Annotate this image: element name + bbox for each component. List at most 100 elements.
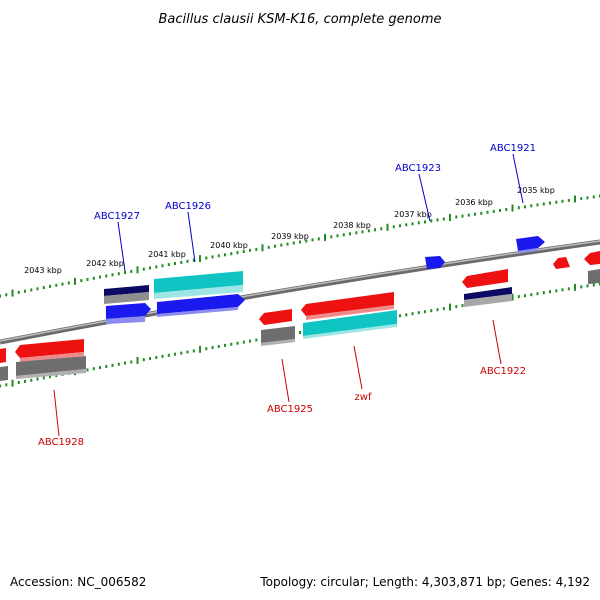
gene-abc1926-cyan-shadow (154, 285, 243, 299)
minor-tick (130, 360, 133, 364)
major-tick (74, 277, 76, 285)
gene-zwf-red-shadow (306, 305, 394, 320)
minor-tick (111, 363, 114, 367)
minor-tick (555, 200, 558, 204)
minor-tick (155, 265, 158, 269)
minor-tick (0, 384, 1, 388)
minor-tick (411, 222, 414, 226)
major-tick (136, 356, 139, 364)
minor-tick (524, 205, 526, 209)
minor-tick (255, 247, 258, 251)
minor-tick (417, 311, 420, 315)
major-tick (11, 379, 14, 387)
major-tick (11, 289, 14, 297)
minor-tick (492, 209, 495, 213)
gene-red-edge (584, 251, 600, 265)
minor-tick (267, 245, 270, 249)
gene-abc1922 (464, 287, 512, 300)
gene-label-abc1923: ABC1923 (395, 163, 441, 174)
gene-abc1927-shadow (106, 316, 145, 324)
minor-tick (286, 242, 289, 246)
kbp-label: 2043 kbp (24, 266, 62, 275)
minor-tick (30, 288, 33, 292)
leader-abc1923 (418, 173, 431, 222)
major-tick (449, 214, 451, 221)
kbp-label: 2040 kbp (210, 241, 248, 250)
gene-abc1922-red (462, 269, 508, 288)
minor-tick (0, 294, 1, 298)
minor-tick (92, 276, 95, 280)
minor-tick (105, 365, 108, 368)
minor-tick (99, 366, 101, 370)
minor-tick (205, 256, 208, 260)
minor-tick (399, 314, 401, 318)
gene-label-abc1922: ABC1922 (480, 366, 526, 377)
minor-tick (542, 291, 545, 295)
minor-tick (436, 308, 439, 312)
minor-tick (211, 255, 214, 259)
minor-tick (330, 235, 333, 239)
minor-tick (430, 309, 433, 313)
genome-backbone-highlight (0, 240, 600, 342)
minor-tick (255, 338, 258, 342)
minor-tick (5, 293, 8, 297)
gene-left-gray (0, 366, 8, 381)
major-tick (136, 266, 139, 274)
minor-tick (30, 378, 33, 382)
minor-tick (149, 266, 151, 270)
kbp-label: 2036 kbp (455, 198, 493, 207)
gene-abc1921 (516, 236, 545, 251)
minor-tick (61, 282, 64, 286)
minor-tick (442, 217, 445, 221)
minor-tick (411, 312, 414, 316)
minor-tick (36, 287, 39, 291)
gene-abc1925 (259, 309, 292, 325)
minor-tick (242, 250, 245, 253)
major-tick (449, 303, 451, 311)
gene-abc1926 (157, 294, 245, 314)
gene-abc1925-gray-shadow (261, 339, 295, 346)
minor-tick (467, 213, 470, 217)
minor-tick (355, 231, 358, 235)
minor-tick (455, 215, 458, 219)
minor-tick (586, 196, 589, 200)
major-tick (261, 244, 264, 252)
minor-tick (524, 294, 526, 298)
minor-tick (142, 267, 145, 271)
minor-tick (561, 288, 564, 292)
minor-tick (586, 284, 589, 288)
minor-tick (317, 237, 320, 241)
minor-tick (86, 368, 89, 372)
minor-tick (117, 362, 120, 366)
gene-abc1922-shadow (464, 294, 512, 307)
leader-abc1926 (187, 211, 196, 263)
kbp-label: 2039 kbp (271, 232, 309, 241)
gene-abc1928-gray (16, 356, 86, 376)
minor-tick (349, 232, 351, 236)
minor-tick (342, 233, 345, 237)
minor-tick (211, 346, 214, 350)
minor-tick (236, 341, 239, 345)
minor-tick (367, 229, 370, 233)
major-tick (386, 223, 389, 231)
minor-tick (155, 356, 158, 359)
minor-tick (249, 248, 251, 252)
minor-tick (530, 293, 533, 297)
minor-tick (424, 220, 426, 224)
minor-tick (380, 227, 383, 231)
minor-tick (567, 198, 570, 202)
minor-tick (224, 343, 226, 347)
gene-abc1923 (425, 256, 445, 269)
forward-genes (104, 236, 600, 324)
minor-tick (536, 292, 539, 296)
minor-tick (517, 295, 520, 299)
minor-tick (505, 208, 508, 211)
minor-tick (42, 286, 45, 290)
gene-left-edge (0, 348, 6, 363)
minor-tick (592, 195, 595, 199)
minor-tick (67, 281, 70, 285)
gene-abc1927 (106, 303, 151, 319)
minor-tick (86, 277, 89, 281)
gene-label-zwf: zwf (355, 392, 372, 403)
